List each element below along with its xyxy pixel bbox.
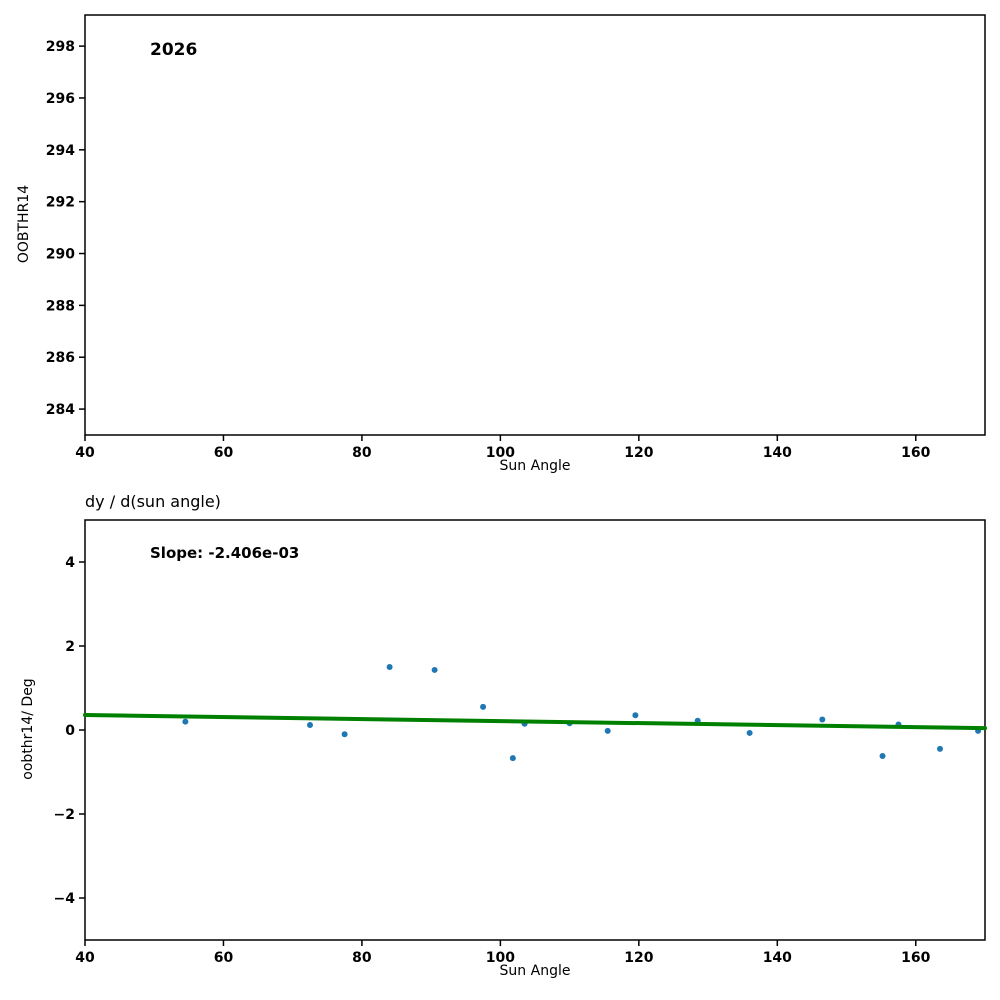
scatter-point xyxy=(182,718,189,725)
x-tick-label: 40 xyxy=(75,445,95,461)
x-tick-label: 60 xyxy=(214,950,234,966)
y-tick-label: 4 xyxy=(65,555,75,571)
scatter-point xyxy=(509,755,516,762)
x-tick-label: 140 xyxy=(763,950,792,966)
scatter-point xyxy=(480,703,487,710)
scatter-point xyxy=(879,753,886,760)
y-tick-label: 294 xyxy=(46,143,75,159)
bottom-chart-slope-annotation: Slope: -2.406e-03 xyxy=(150,544,300,562)
x-tick-label: 140 xyxy=(763,445,792,461)
plot-frame xyxy=(84,519,986,941)
x-tick-label: 40 xyxy=(75,950,95,966)
scatter-point xyxy=(937,745,943,752)
y-tick-label: 0 xyxy=(65,723,75,739)
y-tick-label: 298 xyxy=(46,39,75,55)
y-tick-label: −4 xyxy=(54,891,76,907)
top-chart-y-axis-label: OOBTHR14 xyxy=(16,184,32,264)
bottom-chart-x-axis-label: Sun Angle xyxy=(499,963,571,979)
scatter-point xyxy=(632,712,639,719)
y-tick-label: 292 xyxy=(46,195,75,211)
scatter-point xyxy=(819,716,826,723)
bottom-chart-y-axis-label: oobthr14/ Deg xyxy=(20,678,36,780)
x-tick-label: 160 xyxy=(901,445,930,461)
y-tick-label: 286 xyxy=(46,350,75,366)
x-tick-label: 120 xyxy=(624,950,653,966)
x-tick-label: 80 xyxy=(352,445,372,461)
y-tick-label: 284 xyxy=(46,402,75,418)
scatter-point xyxy=(386,664,393,670)
trend-line xyxy=(83,713,987,731)
y-tick-label: −2 xyxy=(54,807,75,823)
bottom-chart-title: dy / d(sun angle) xyxy=(85,492,221,511)
x-tick-label: 80 xyxy=(352,950,372,966)
x-tick-label: 160 xyxy=(901,950,930,966)
x-tick-label: 100 xyxy=(486,950,515,966)
top-chart: 40 60 80 100 120 140 160 284 286 288 290 292 294 296 2… xyxy=(46,14,986,461)
x-tick-label: 120 xyxy=(624,445,653,461)
scatter-point xyxy=(746,729,753,736)
x-tick-label: 100 xyxy=(486,445,515,461)
scatter-point xyxy=(307,721,313,728)
top-chart-x-axis-label: Sun Angle xyxy=(499,458,571,474)
plot-frame xyxy=(84,14,986,436)
y-tick-label: 290 xyxy=(46,247,75,263)
bottom-chart: 40 60 80 100 120 140 160 −4 −2 0 2 4 xyxy=(54,519,987,966)
y-tick-label: 2 xyxy=(65,639,75,655)
y-tick-label: 288 xyxy=(46,298,75,314)
scatter-point xyxy=(341,731,348,738)
top-chart-year-annotation: 2026 xyxy=(150,40,198,60)
x-tick-label: 60 xyxy=(214,445,234,461)
scatter-point xyxy=(604,727,611,734)
scatter-point xyxy=(431,666,438,673)
y-tick-label: 296 xyxy=(46,91,75,107)
